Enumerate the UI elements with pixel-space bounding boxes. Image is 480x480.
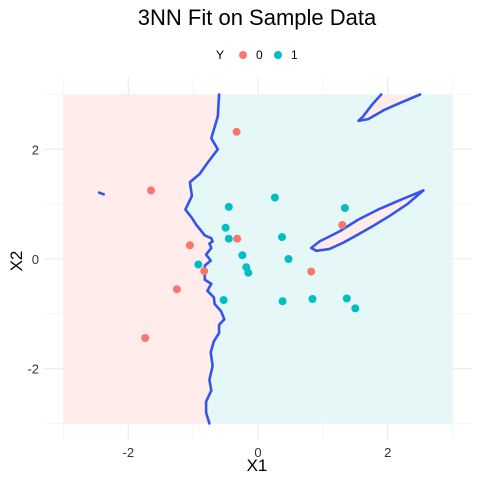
point-class-1 [238, 251, 247, 260]
x-tick-label: 2 [384, 445, 391, 460]
decision-boundaries [97, 93, 425, 425]
boundary-left-dot [97, 191, 105, 196]
point-class-1 [224, 202, 233, 211]
point-class-1 [219, 296, 228, 305]
legend-label-0: 0 [256, 48, 263, 62]
chart-title: 3NN Fit on Sample Data [138, 5, 377, 30]
point-class-1 [221, 223, 230, 232]
boundary-top-right [357, 93, 422, 123]
x-axis: -2 0 2 [123, 445, 392, 460]
point-class-0 [185, 241, 194, 250]
point-class-0 [233, 234, 242, 243]
point-class-1 [284, 255, 293, 263]
boundary-wedge [309, 189, 425, 253]
y-tick-label: 0 [32, 252, 39, 267]
point-class-0 [172, 285, 181, 294]
point-class-1 [308, 295, 317, 303]
y-tick-label: 2 [32, 142, 39, 157]
legend-swatch-0 [239, 51, 247, 59]
point-class-1 [340, 204, 349, 212]
point-class-1 [194, 260, 203, 269]
point-class-1 [351, 304, 360, 313]
x-tick-label: 0 [254, 445, 261, 460]
x-axis-label: X1 [247, 456, 268, 475]
point-class-0 [147, 186, 155, 195]
decision-regions [63, 94, 453, 424]
point-class-0 [232, 127, 241, 136]
legend-label-1: 1 [291, 48, 298, 62]
plot-area [44, 78, 472, 440]
point-class-1 [244, 268, 253, 277]
legend-title: Y [216, 48, 224, 62]
y-axis: -2 0 2 [27, 142, 39, 376]
boundary-main [184, 93, 226, 425]
point-class-0 [307, 267, 316, 276]
point-class-0 [338, 221, 347, 229]
region-class-0-wedge [311, 190, 424, 251]
x-tick-label: -2 [123, 445, 135, 460]
point-class-0 [200, 267, 209, 276]
point-class-1 [224, 234, 233, 243]
y-tick-label: -2 [27, 362, 39, 377]
data-points [141, 127, 360, 342]
point-class-1 [278, 297, 287, 306]
point-class-1 [270, 193, 279, 202]
point-class-0 [141, 334, 150, 342]
legend-swatch-1 [274, 51, 282, 59]
point-class-1 [342, 294, 351, 303]
region-class-1 [185, 94, 453, 424]
legend: Y 0 1 [216, 48, 298, 62]
point-class-1 [278, 233, 286, 242]
y-axis-label: X2 [7, 251, 26, 272]
